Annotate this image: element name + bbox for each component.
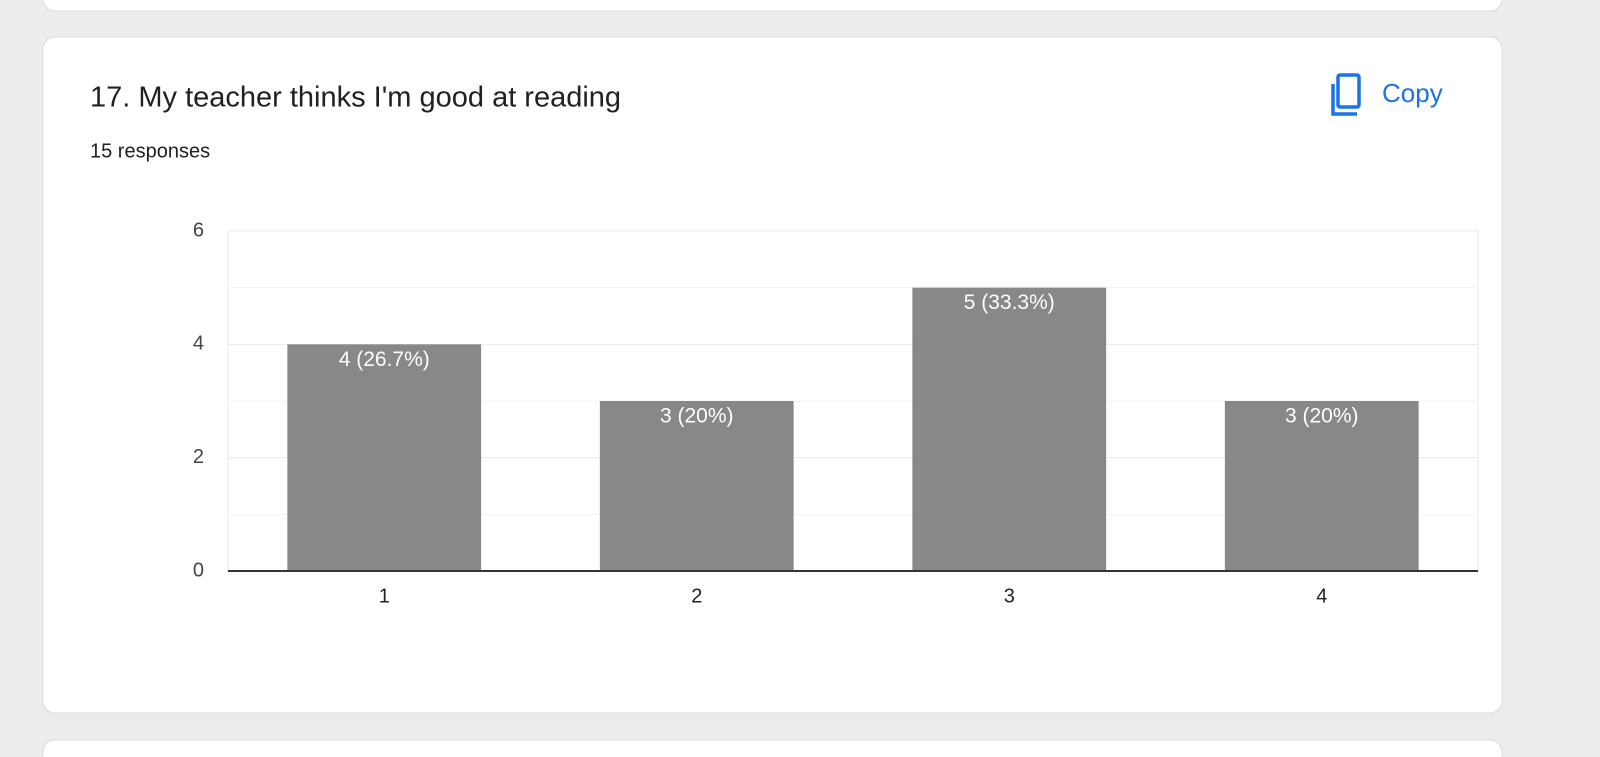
next-card bbox=[42, 739, 1503, 757]
copy-label: Copy bbox=[1382, 78, 1443, 108]
chart: 0 2 4 6 1 4 (26.7%) 2 3 (20%) 3 5 (33.3%) 4 3 (20%) bbox=[193, 219, 1479, 607]
value-label: 5 (33.3%) bbox=[964, 291, 1055, 314]
copy-icon bbox=[1336, 73, 1361, 109]
response-count: 15 responses bbox=[90, 140, 210, 162]
previous-card bbox=[42, 0, 1503, 12]
x-tick-label: 3 bbox=[1004, 585, 1015, 607]
copy-icon bbox=[1331, 84, 1357, 116]
value-label: 3 (20%) bbox=[1285, 405, 1359, 428]
bar bbox=[599, 401, 794, 571]
bar bbox=[287, 344, 482, 571]
x-tick-label: 2 bbox=[691, 585, 702, 607]
bar bbox=[1224, 401, 1419, 571]
copy-button[interactable]: Copy bbox=[1331, 73, 1443, 116]
question-title: 17. My teacher thinks I'm good at readin… bbox=[90, 82, 621, 114]
y-tick-label: 4 bbox=[193, 333, 204, 355]
y-tick-label: 6 bbox=[193, 219, 204, 241]
y-tick-label: 2 bbox=[193, 446, 204, 468]
value-label: 4 (26.7%) bbox=[339, 348, 430, 371]
x-tick-label: 4 bbox=[1316, 585, 1327, 607]
y-tick-label: 0 bbox=[193, 559, 204, 581]
value-label: 3 (20%) bbox=[660, 405, 734, 428]
bar bbox=[912, 287, 1107, 571]
x-tick-label: 1 bbox=[379, 585, 390, 607]
